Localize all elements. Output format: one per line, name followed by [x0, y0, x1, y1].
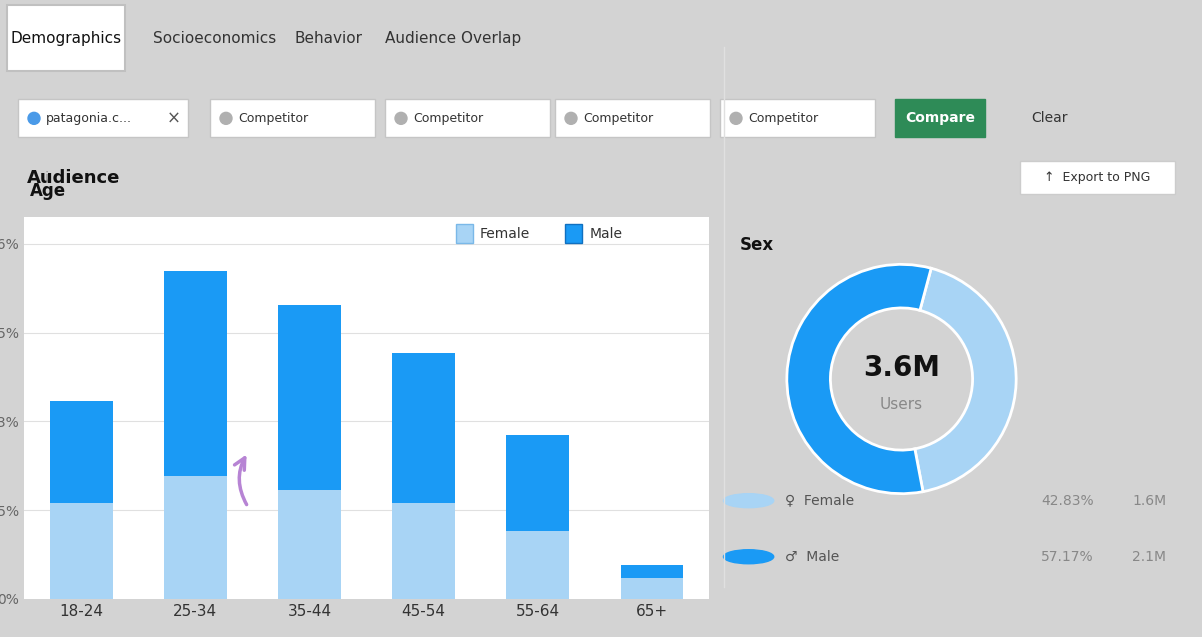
- Text: i: i: [44, 171, 49, 186]
- Wedge shape: [787, 264, 932, 494]
- Text: 1.6M: 1.6M: [1132, 494, 1166, 508]
- Text: 2.1M: 2.1M: [1132, 550, 1166, 564]
- Text: ×: ×: [167, 110, 182, 127]
- Text: Users: Users: [880, 397, 923, 412]
- Wedge shape: [915, 268, 1016, 492]
- Bar: [7, 5, 125, 71]
- Text: Sex: Sex: [739, 236, 774, 254]
- Text: 3.6M: 3.6M: [863, 354, 940, 382]
- Circle shape: [724, 494, 774, 508]
- Text: Audience Overlap: Audience Overlap: [385, 31, 522, 46]
- Text: Male: Male: [589, 227, 623, 241]
- Bar: [620, 564, 684, 578]
- Circle shape: [220, 112, 232, 124]
- FancyArrowPatch shape: [234, 458, 246, 505]
- Bar: [456, 224, 472, 243]
- Text: patagonia.c...: patagonia.c...: [46, 112, 132, 125]
- Circle shape: [28, 112, 40, 124]
- Bar: [1020, 161, 1176, 194]
- Bar: [49, 503, 113, 599]
- Bar: [163, 476, 227, 599]
- Bar: [18, 99, 188, 138]
- Bar: [278, 305, 341, 490]
- Bar: [506, 531, 570, 599]
- Text: Behavior: Behavior: [294, 31, 363, 46]
- Bar: [392, 353, 456, 503]
- Text: ↑  Export to PNG: ↑ Export to PNG: [1045, 171, 1150, 184]
- Text: Competitor: Competitor: [413, 112, 483, 125]
- Bar: [163, 271, 227, 476]
- Bar: [720, 99, 875, 138]
- Bar: [506, 435, 570, 531]
- Bar: [278, 490, 341, 599]
- Circle shape: [724, 550, 774, 564]
- Text: Competitor: Competitor: [238, 112, 308, 125]
- Text: ♀  Female: ♀ Female: [785, 494, 855, 508]
- Bar: [895, 99, 984, 138]
- Text: Demographics: Demographics: [11, 31, 121, 46]
- Text: 57.17%: 57.17%: [1041, 550, 1094, 564]
- Bar: [210, 99, 375, 138]
- Text: Age: Age: [30, 182, 66, 200]
- Bar: [555, 99, 710, 138]
- Circle shape: [565, 112, 577, 124]
- Text: Socioeconomics: Socioeconomics: [153, 31, 276, 46]
- Bar: [620, 578, 684, 599]
- Text: Competitor: Competitor: [583, 112, 653, 125]
- Text: Female: Female: [480, 227, 530, 241]
- Text: Clear: Clear: [1031, 111, 1069, 125]
- Text: ♂  Male: ♂ Male: [785, 550, 839, 564]
- Bar: [392, 503, 456, 599]
- Bar: [385, 99, 551, 138]
- Bar: [49, 401, 113, 503]
- Text: Competitor: Competitor: [748, 112, 819, 125]
- Bar: [565, 224, 583, 243]
- Text: 42.83%: 42.83%: [1041, 494, 1094, 508]
- Text: Compare: Compare: [905, 111, 975, 125]
- Circle shape: [730, 112, 742, 124]
- Text: Audience: Audience: [26, 169, 120, 187]
- Circle shape: [395, 112, 407, 124]
